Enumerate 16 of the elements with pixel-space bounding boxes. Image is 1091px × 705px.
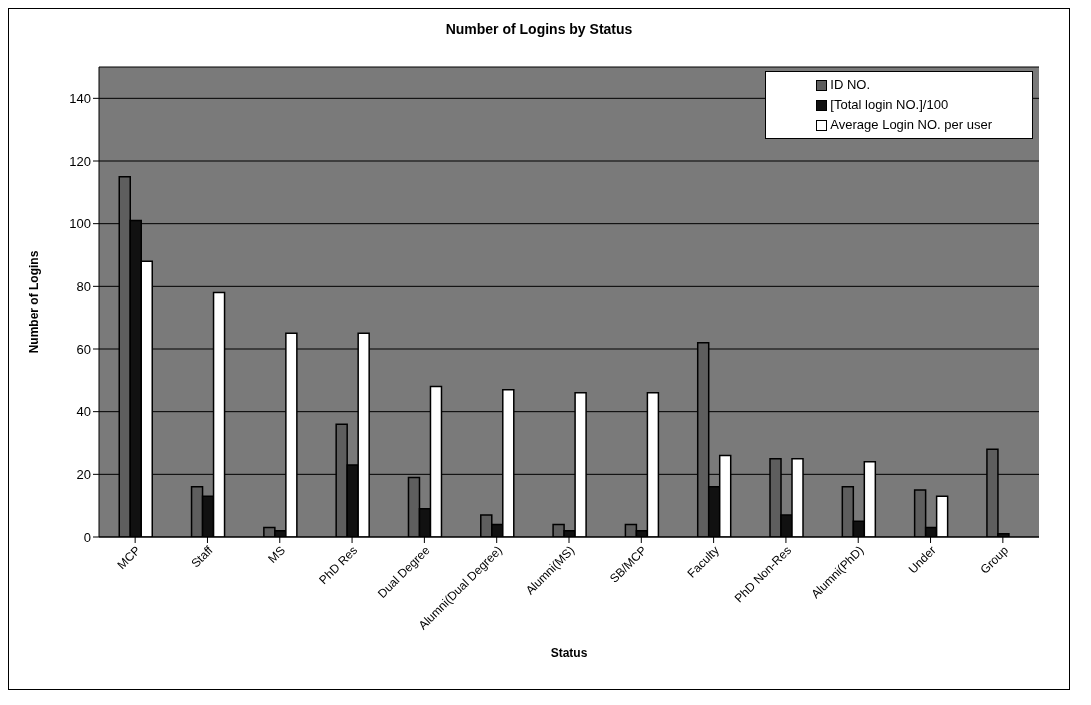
x-axis-title: Status [550, 646, 588, 660]
y-tick-label: 140 [69, 90, 91, 106]
y-tick-label: 120 [69, 153, 91, 169]
y-tick-label: 60 [76, 341, 91, 357]
y-tick-label: 0 [83, 529, 91, 545]
y-tick-label: 100 [69, 216, 91, 232]
x-tick-label: MS [265, 543, 288, 566]
legend-label: ID NO. [830, 76, 871, 94]
legend-label: Average Login NO. per user [830, 116, 992, 134]
chart-title: Number of Logins by Status [444, 21, 634, 37]
x-tick-label: PhD Res [316, 543, 361, 588]
y-axis-title: Number of Logins [27, 250, 42, 354]
y-tick-label: 40 [76, 404, 91, 420]
legend-label: [Total login NO.]/100 [830, 96, 949, 114]
y-tick-label: 80 [76, 278, 91, 294]
y-tick-label: 20 [76, 466, 91, 482]
